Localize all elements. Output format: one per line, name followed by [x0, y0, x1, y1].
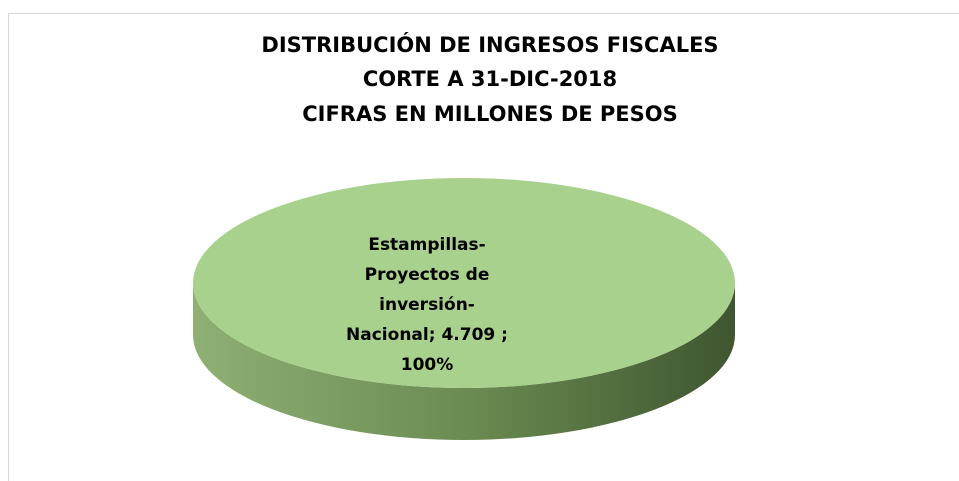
pie — [193, 178, 735, 440]
pie-side — [193, 283, 735, 440]
chart-frame — [8, 13, 959, 481]
chart-title: CIFRAS EN MILLONES DE PESOS — [302, 102, 678, 126]
chart-title: DISTRIBUCIÓN DE INGRESOS FISCALES — [261, 32, 718, 57]
data-label: Estampillas-Proyectos de inversión-Nacio… — [337, 230, 517, 380]
pie-slice — [193, 178, 735, 388]
percent-label: 100% — [400, 355, 454, 375]
category-label: Estampillas-Proyectos de inversión-Nacio… — [346, 235, 490, 345]
value-label: 4.709 — [441, 325, 496, 345]
separator: ; — [428, 325, 436, 345]
chart-title: CORTE A 31-DIC-2018 — [363, 67, 617, 91]
separator: ; — [501, 325, 508, 345]
